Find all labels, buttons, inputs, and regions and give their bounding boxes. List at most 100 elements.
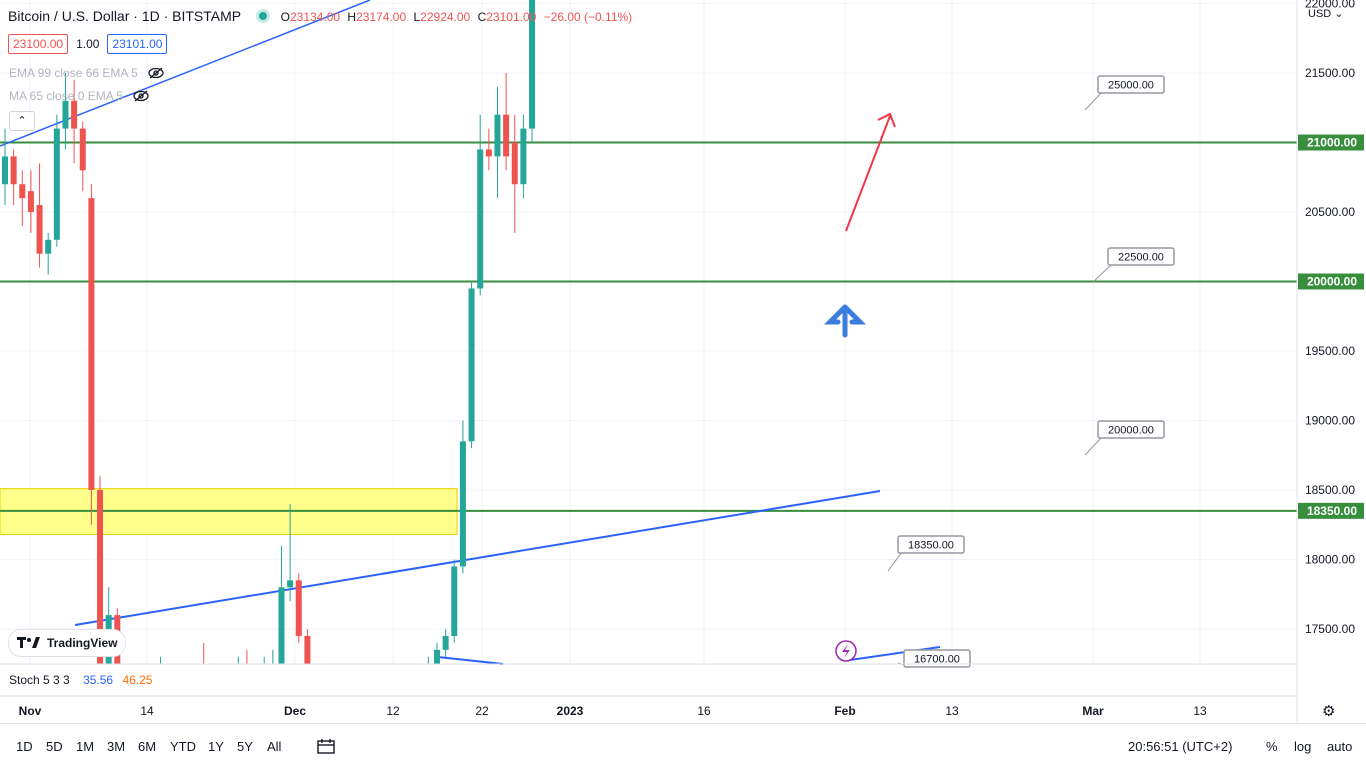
tradingview-logo: TradingView [8, 629, 127, 657]
candle-body [408, 712, 414, 723]
y-tick-label: 18500.00 [1305, 483, 1355, 497]
open-value: 23134.00 [290, 10, 341, 24]
x-tick-label: 12 [386, 704, 400, 718]
candle-body [520, 128, 527, 185]
range-6m-button[interactable]: 6M [138, 739, 157, 754]
percent-scale-toggle[interactable]: % [1266, 739, 1278, 754]
stochastic-legend[interactable]: Stoch 5 3 3 35.56 46.25 [9, 673, 152, 687]
callout-label: 25000.00 [1108, 80, 1154, 92]
callout-box[interactable] [1097, 420, 1165, 439]
price-axis-bg [1297, 0, 1366, 723]
annotations-layer: 25000.00 22500.00 20000.00 18350.00 16700.00 [823, 75, 1175, 668]
tradingview-logo-icon [17, 637, 40, 648]
bid-ask: 23100.00 1.00 23101.00 [8, 34, 168, 54]
event-flash-glyph [842, 644, 850, 658]
candle-body [278, 587, 285, 664]
indicator-ma-row[interactable]: MA 65 close 0 EMA 5 [9, 89, 149, 103]
range-1y-button[interactable]: 1Y [208, 739, 224, 754]
callout-box[interactable] [1107, 247, 1175, 266]
candle-body [71, 100, 78, 129]
candle-body [253, 671, 259, 678]
x-tick-label: Mar [1082, 704, 1104, 718]
range-5d-button[interactable]: 5D [46, 739, 63, 754]
candle-body [183, 678, 189, 692]
candle-body [19, 184, 26, 199]
support-up-arrow [823, 304, 867, 338]
price-chart[interactable]: 25000.00 22500.00 20000.00 18350.00 16700.00… [0, 0, 1366, 723]
ohlc-readout: O23134.00 H23174.00 L22924.00 C23101.00 … [280, 10, 633, 24]
candle-body [97, 490, 104, 664]
axes-layer: USD ⌄ 17500.00 18000.00 18500.00 19000.00 195… [0, 0, 1366, 723]
candles-layer [2, 0, 536, 723]
candle-body [235, 663, 242, 664]
callout-box[interactable] [897, 535, 965, 554]
x-tick-label: 16 [697, 704, 711, 718]
candle-body [166, 671, 172, 692]
range-1m-button[interactable]: 1M [76, 739, 95, 754]
range-3m-button[interactable]: 3M [107, 739, 126, 754]
buy-price-button[interactable]: 23101.00 [107, 34, 168, 54]
date-range-icon[interactable] [317, 738, 335, 754]
candle-body [269, 663, 276, 664]
forecast-arrow-line [845, 115, 891, 232]
candle-body [503, 114, 510, 157]
callout-pointer [1092, 263, 1113, 283]
y-tick-label: 17500.00 [1305, 622, 1355, 636]
trendline-upper [0, 0, 371, 147]
candle-body [10, 156, 17, 185]
market-status-icon [258, 12, 267, 20]
candle-body [485, 149, 492, 157]
candle-body [304, 635, 311, 664]
spread-value: 1.00 [76, 37, 100, 51]
x-tick-label: 22 [475, 704, 489, 718]
trendline-right [849, 646, 941, 661]
y-tick-label: 22000.00 [1305, 0, 1355, 11]
candle-body [62, 100, 69, 129]
candle-body [45, 239, 52, 254]
x-tick-label: Nov [19, 704, 42, 718]
stoch-d-value: 46.25 [122, 673, 153, 687]
candle-body [417, 685, 423, 713]
candle-body [209, 678, 215, 685]
candle-body [201, 678, 207, 685]
candle-body [158, 671, 164, 692]
range-5y-button[interactable]: 5Y [237, 739, 253, 754]
candle-body [261, 671, 267, 678]
auto-scale-toggle[interactable]: auto [1327, 739, 1353, 754]
close-value: 23101.00 [486, 10, 537, 24]
candle-body [494, 114, 501, 157]
candle-body [287, 580, 294, 588]
callout-box[interactable] [903, 649, 971, 668]
settings-gear-icon[interactable]: ⚙ [1322, 703, 1336, 720]
symbol-title[interactable]: Bitcoin / U.S. Dollar · 1D · BITSTAMP [8, 8, 241, 24]
range-1d-button[interactable]: 1D [16, 739, 33, 754]
clock-readout[interactable]: 20:56:51 (UTC+2) [1128, 739, 1233, 754]
collapse-legend-button[interactable]: ⌃ [9, 111, 35, 131]
range-ytd-button[interactable]: YTD [170, 739, 196, 754]
callout-box[interactable] [1097, 75, 1165, 94]
x-tick-label: 14 [140, 704, 154, 718]
callout-pointer [1084, 91, 1103, 111]
y-tick-label: 18000.00 [1305, 553, 1355, 567]
indicator-ema-row[interactable]: EMA 99 close 66 EMA 5 [9, 66, 164, 80]
candle-body [529, 0, 536, 129]
log-scale-toggle[interactable]: log [1294, 739, 1312, 754]
indicator-ma-label: MA 65 close 0 EMA 5 [9, 89, 124, 103]
level-price-tag [1298, 134, 1364, 151]
level-price-label: 20000.00 [1307, 275, 1357, 289]
candle-body [79, 128, 86, 171]
callout-label: 20000.00 [1108, 425, 1154, 437]
candle-body [88, 198, 95, 490]
candle-body [459, 441, 466, 567]
currency-label[interactable]: USD ⌄ [1308, 8, 1344, 20]
x-tick-label: Feb [834, 704, 855, 718]
level-price-label: 18350.00 [1307, 504, 1357, 518]
forecast-arrow-head [877, 112, 896, 128]
candles-group [2, 0, 536, 723]
eye-hidden-icon[interactable] [133, 90, 149, 102]
range-all-button[interactable]: All [267, 739, 282, 754]
sell-price-button[interactable]: 23100.00 [8, 34, 69, 54]
level-price-tag [1298, 502, 1364, 519]
eye-hidden-icon[interactable] [148, 67, 164, 79]
callout-pointer [887, 551, 903, 572]
